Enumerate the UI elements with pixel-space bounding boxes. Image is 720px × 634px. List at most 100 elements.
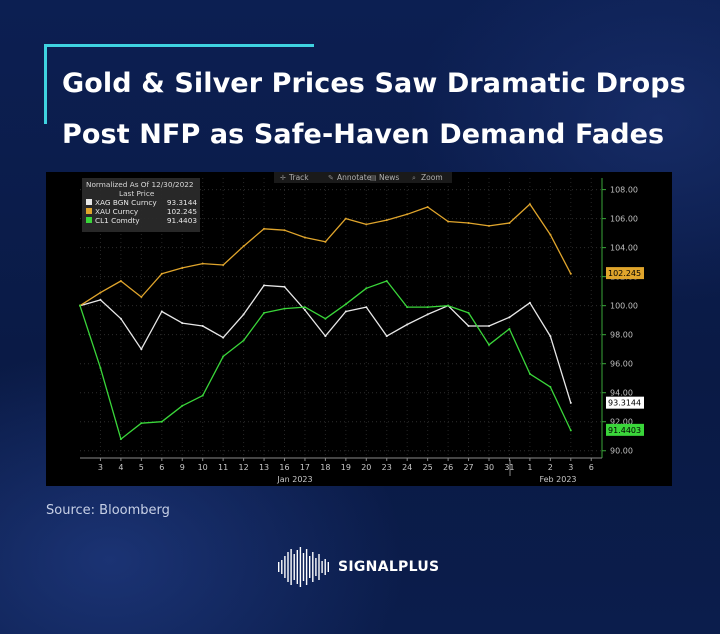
toolbar-item-zoom[interactable]: ⌕ Zoom [412, 173, 443, 182]
series-1-point-18 [447, 220, 450, 223]
series-2-point-0 [79, 304, 81, 307]
series-0-point-21 [508, 316, 511, 319]
bloomberg-chart: 90.0092.0094.0096.0098.00100.00102.00104… [46, 172, 672, 486]
legend-subheader: Last Price [119, 189, 155, 198]
series-1-point-17 [426, 206, 429, 209]
legend-name-1: XAU Curncy [95, 207, 139, 216]
month-label-feb: Feb 2023 [539, 475, 576, 484]
brand-name: SIGNALPLUS [338, 559, 440, 575]
series-0-point-5 [181, 322, 184, 325]
series-0-point-14 [365, 306, 368, 309]
series-1-point-11 [303, 236, 306, 239]
x-tick-label-23: 3 [568, 463, 573, 472]
series-0-point-24 [569, 401, 572, 404]
x-tick-label-18: 27 [463, 463, 473, 472]
series-1-point-21 [508, 221, 511, 224]
news-icon: ▤ [370, 174, 377, 182]
x-tick-label-12: 19 [341, 463, 351, 472]
x-tick-label-14: 23 [382, 463, 392, 472]
y-tick-label-0: 90.00 [610, 447, 633, 456]
series-0-point-7 [222, 336, 225, 339]
series-0-point-23 [549, 335, 552, 338]
series-1-point-22 [528, 203, 531, 206]
legend-name-2: CL1 Comdty [95, 216, 140, 225]
series-1-point-14 [365, 223, 368, 226]
series-2-point-3 [140, 422, 143, 425]
x-tick-label-10: 17 [300, 463, 310, 472]
series-1-point-9 [263, 227, 266, 230]
series-0-point-4 [160, 310, 163, 313]
x-tick-label-4: 9 [180, 463, 185, 472]
logo-bar-9 [305, 549, 308, 585]
x-tick-label-16: 25 [423, 463, 433, 472]
headline-line-2: Post NFP as Safe-Haven Demand Fades [62, 119, 665, 150]
series-0-point-19 [467, 324, 470, 327]
toolbar-label-3: Zoom [421, 173, 443, 182]
legend-value-1: 102.245 [167, 207, 197, 216]
x-tick-label-7: 12 [239, 463, 249, 472]
zoom-icon: ⌕ [412, 174, 416, 182]
series-0-point-10 [283, 285, 286, 288]
series-1-point-5 [181, 266, 184, 269]
legend-swatch-2 [86, 217, 92, 223]
y-tick-label-8: 106.00 [610, 215, 638, 224]
legend-value-2: 91.4403 [167, 216, 198, 225]
series-1-point-6 [201, 262, 204, 265]
series-2-point-8 [242, 339, 245, 342]
y-tick-label-2: 94.00 [610, 389, 633, 398]
series-0-point-2 [119, 317, 122, 320]
series-0-point-6 [201, 324, 204, 327]
x-tick-label-15: 24 [402, 463, 412, 472]
series-2-point-14 [365, 287, 368, 290]
logo-bar-16 [327, 562, 329, 572]
series-2-point-16 [406, 306, 409, 309]
x-tick-label-19: 30 [484, 463, 494, 472]
y-tick-label-3: 96.00 [610, 360, 633, 369]
series-0-point-8 [242, 313, 245, 316]
accent-line-left [44, 44, 47, 124]
y-tick-label-7: 104.00 [610, 244, 638, 253]
series-2-point-22 [528, 372, 531, 375]
series-1-point-4 [160, 272, 163, 275]
headline: Gold & Silver Prices Saw Dramatic Drops … [62, 58, 702, 160]
series-2-point-4 [160, 420, 163, 423]
last-price-label-2: 91.4403 [608, 426, 641, 435]
last-price-tag-0 [606, 396, 644, 409]
series-2-point-24 [569, 429, 572, 432]
brand-footer: SIGNALPLUS [276, 544, 439, 590]
series-0-point-17 [426, 313, 429, 316]
series-1-point-20 [488, 224, 490, 227]
series-line-0 [79, 284, 572, 404]
logo-bar-8 [302, 553, 305, 581]
logo-bar-6 [296, 550, 298, 584]
series-0-point-12 [324, 335, 327, 338]
y-tick-label-9: 108.00 [610, 186, 638, 195]
series-2-point-7 [222, 355, 225, 358]
x-tick-label-9: 16 [279, 463, 289, 472]
series-1-point-2 [119, 280, 122, 283]
toolbar-item-annotate[interactable]: ✎ Annotate [328, 173, 372, 182]
logo-bar-1 [281, 560, 283, 574]
series-0-point-3 [140, 348, 143, 351]
y-tick-label-5: 100.00 [610, 302, 638, 311]
series-2-point-18 [447, 304, 450, 307]
x-tick-label-13: 20 [361, 463, 371, 472]
toolbar-label-1: Annotate [337, 173, 372, 182]
series-1-point-24 [569, 272, 572, 275]
series-1-point-7 [222, 264, 225, 267]
series-0-point-16 [406, 323, 409, 326]
source-note: Source: Bloomberg [46, 503, 170, 518]
logo-bar-2 [284, 556, 286, 578]
x-tick-label-21: 1 [527, 463, 532, 472]
toolbar-item-news[interactable]: ▤ News [370, 173, 399, 182]
toolbar-label-2: News [379, 173, 399, 182]
x-tick-label-8: 13 [259, 463, 269, 472]
toolbar-item-track[interactable]: ✛ Track [280, 173, 309, 182]
x-tick-label-3: 6 [159, 463, 164, 472]
pencil-icon: ✎ [328, 174, 334, 182]
legend-name-0: XAG BGN Curncy [95, 198, 157, 207]
signalplus-logo-icon [278, 547, 329, 587]
series-0-point-11 [303, 309, 306, 312]
last-price-label-0: 93.3144 [608, 399, 641, 408]
series-0-point-1 [99, 298, 102, 301]
